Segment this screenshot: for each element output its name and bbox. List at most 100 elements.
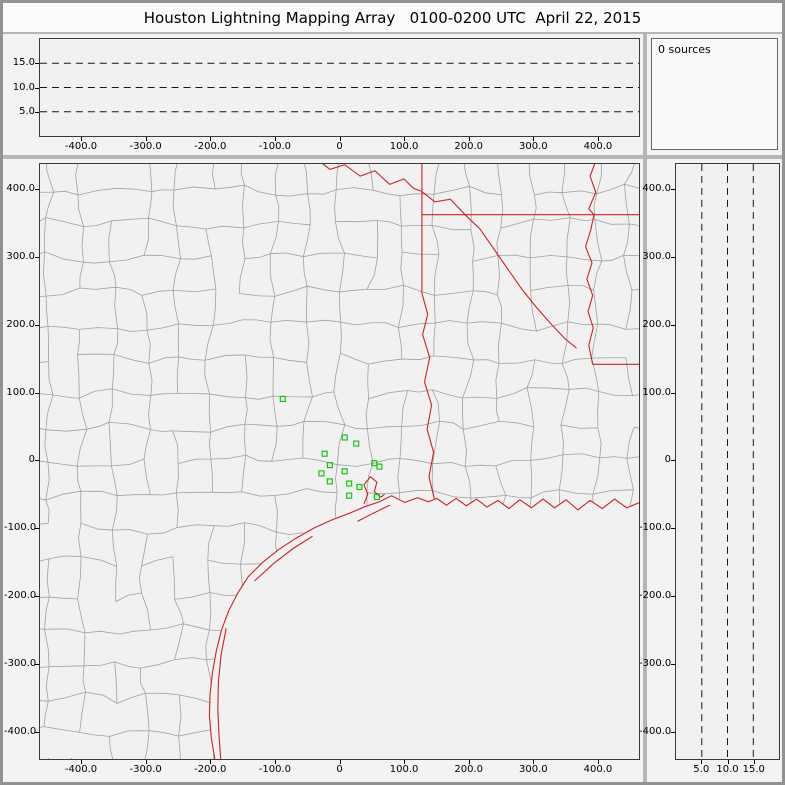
altitude-ew-panel[interactable] — [39, 38, 640, 137]
x-tick-label: -100.0 — [258, 764, 291, 775]
tick-mark — [274, 137, 276, 141]
x-tick-label: -100.0 — [258, 141, 291, 152]
x-tick-label: -300.0 — [129, 764, 162, 775]
tick-mark — [671, 256, 675, 258]
x-tick-label: -300.0 — [129, 141, 162, 152]
lma-station-marker — [376, 463, 383, 470]
y-tick-label: -200.0 — [4, 590, 37, 602]
horizontal-divider — [3, 155, 782, 159]
lma-station-marker — [341, 468, 348, 475]
x-tick-label: 400.0 — [583, 764, 613, 775]
tick-mark — [35, 460, 39, 462]
padre-island — [217, 628, 227, 759]
tick-mark — [35, 188, 39, 190]
x-tick-label: 300.0 — [519, 141, 548, 152]
tick-mark — [671, 732, 675, 734]
tick-mark — [468, 137, 470, 141]
lma-station-marker — [371, 460, 378, 467]
tick-mark — [468, 760, 470, 764]
y-tick-label: 0 — [664, 454, 671, 466]
y-tick-label: 300.0 — [6, 250, 35, 262]
tick-mark — [35, 596, 39, 598]
tick-mark — [35, 87, 39, 89]
x-tick-label: 0 — [336, 141, 343, 152]
tick-mark — [35, 112, 39, 114]
y-tick-label: -100.0 — [4, 522, 37, 534]
lma-station-marker — [318, 470, 325, 477]
x-tick-label: 100.0 — [389, 764, 419, 775]
tick-mark — [339, 760, 341, 764]
y-tick-label: -400.0 — [639, 726, 672, 738]
tick-mark — [35, 256, 39, 258]
tick-mark — [145, 137, 147, 141]
tick-mark — [145, 760, 147, 764]
tick-mark — [597, 137, 599, 141]
x-tick-label: 200.0 — [454, 141, 484, 152]
altitude-ns-plot — [701, 164, 754, 759]
tick-mark — [210, 760, 212, 764]
y-tick-label: -400.0 — [4, 726, 37, 738]
lma-station-marker — [326, 462, 333, 469]
tick-mark — [339, 137, 341, 141]
altitude-ns-panel[interactable] — [675, 163, 780, 760]
tick-mark — [210, 137, 212, 141]
alt-tick-label: 15.0 — [12, 56, 35, 68]
coastline — [47, 495, 639, 759]
lma-station-marker — [326, 478, 333, 485]
x-tick-label: 100.0 — [389, 141, 419, 152]
lma-station-marker — [279, 395, 286, 402]
tick-mark — [35, 664, 39, 666]
tick-mark — [404, 137, 406, 141]
x-tick-label: -400.0 — [64, 141, 98, 152]
matagorda-island — [254, 535, 313, 582]
tick-mark — [35, 392, 39, 394]
y-tick-label: 0 — [28, 454, 35, 466]
tick-mark — [533, 137, 535, 141]
plan-view-map-panel[interactable] — [39, 163, 640, 760]
window-title: Houston Lightning Mapping Array 0100-020… — [3, 3, 782, 34]
y-tick-label: -100.0 — [639, 522, 672, 534]
sabine-river — [421, 293, 435, 499]
galveston-island — [357, 504, 390, 522]
lma-station-marker — [321, 450, 328, 457]
alt-tick-label: 5.0 — [19, 106, 35, 118]
x-tick-label: 300.0 — [519, 764, 548, 775]
tick-mark — [274, 760, 276, 764]
lma-station-marker — [356, 483, 363, 490]
vertical-divider — [643, 32, 647, 782]
y-tick-label: 200.0 — [642, 318, 671, 330]
tick-mark — [671, 188, 675, 190]
alt-tick-label: 10.0 — [716, 764, 739, 775]
y-tick-label: 100.0 — [642, 386, 671, 398]
tick-mark — [81, 760, 82, 764]
mississippi-river — [584, 164, 597, 365]
lma-station-marker — [346, 480, 353, 487]
alt-tick-label: 5.0 — [693, 764, 710, 775]
y-tick-label: 100.0 — [6, 386, 35, 398]
x-tick-label: -200.0 — [194, 764, 227, 775]
tick-mark — [533, 760, 535, 764]
tick-mark — [727, 760, 729, 764]
tick-mark — [671, 528, 675, 530]
x-tick-label: 200.0 — [454, 764, 484, 775]
tick-mark — [671, 596, 675, 598]
x-tick-label: -200.0 — [194, 141, 227, 152]
lma-station-marker — [373, 494, 380, 501]
y-tick-label: 200.0 — [6, 318, 35, 330]
tick-mark — [81, 137, 82, 141]
alt-tick-label: 15.0 — [742, 764, 765, 775]
alt-tick-label: 10.0 — [12, 81, 35, 93]
sources-panel: 0 sources — [651, 38, 778, 150]
county-boundaries — [40, 164, 639, 759]
lma-station-marker — [353, 440, 360, 447]
y-tick-label: 400.0 — [6, 182, 35, 194]
y-tick-label: -300.0 — [4, 658, 37, 670]
plan-view-map-plot — [40, 164, 639, 759]
tick-mark — [35, 732, 39, 734]
red-river-louisiana — [420, 190, 577, 349]
sources-count-label: 0 sources — [658, 43, 711, 56]
tick-mark — [404, 760, 406, 764]
y-tick-label: 400.0 — [642, 182, 671, 194]
tick-mark — [753, 760, 755, 764]
